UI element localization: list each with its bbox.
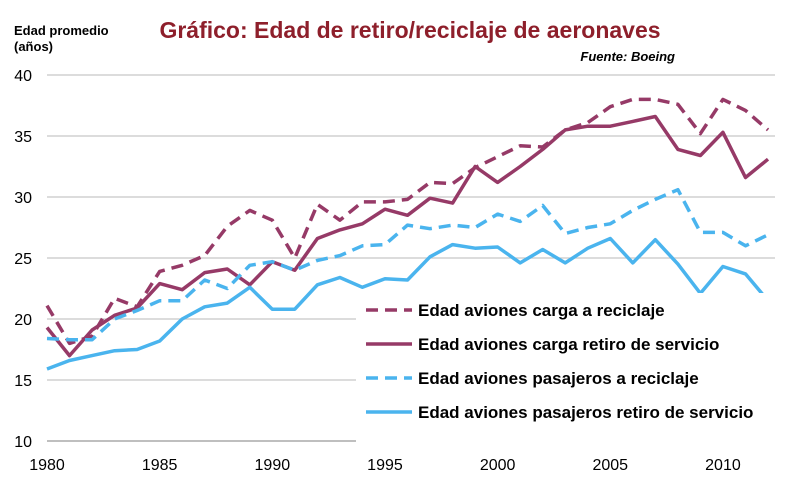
- chart-source: Fuente: Boeing: [580, 49, 675, 64]
- series-line-3: [46, 187, 769, 342]
- series-line-4: [46, 236, 770, 371]
- legend-background: [356, 293, 796, 443]
- legend-label: Edad aviones carga a reciclaje: [418, 301, 665, 320]
- chart-title: Gráfico: Edad de retiro/reciclaje de aer…: [159, 17, 660, 43]
- y-tick-label: 20: [14, 312, 32, 329]
- x-tick-label: 2010: [705, 457, 741, 474]
- series-line-2: [45, 114, 770, 358]
- y-tick-label: 40: [14, 68, 32, 85]
- y-axis-label-line-2: (años): [14, 39, 53, 54]
- x-tick-label: 1990: [255, 457, 291, 474]
- x-tick-label: 1995: [367, 457, 403, 474]
- x-axis-ticks: 1980 1985 1990 1995 2000 2005 2010: [29, 457, 741, 474]
- y-axis-label-line-1: Edad promedio: [14, 23, 109, 38]
- y-tick-label: 30: [14, 190, 32, 207]
- legend-label: Edad aviones pasajeros retiro de servici…: [418, 403, 753, 422]
- x-tick-label: 1980: [29, 457, 65, 474]
- y-tick-label: 10: [14, 434, 32, 451]
- x-tick-label: 2005: [592, 457, 628, 474]
- y-tick-label: 15: [14, 373, 32, 390]
- legend-label: Edad aviones pasajeros a reciclaje: [418, 369, 699, 388]
- y-tick-label: 35: [14, 129, 32, 146]
- x-tick-label: 2000: [480, 457, 516, 474]
- y-tick-label: 25: [14, 251, 32, 268]
- legend-label: Edad aviones carga retiro de servicio: [418, 335, 719, 354]
- series-line-1: [45, 97, 770, 346]
- series-lines: [45, 97, 770, 371]
- x-tick-label: 1985: [142, 457, 178, 474]
- y-axis-ticks: 10 15 20 25 30 35 40: [14, 68, 32, 451]
- legend: Edad aviones carga a reciclaje Edad avion…: [356, 293, 796, 443]
